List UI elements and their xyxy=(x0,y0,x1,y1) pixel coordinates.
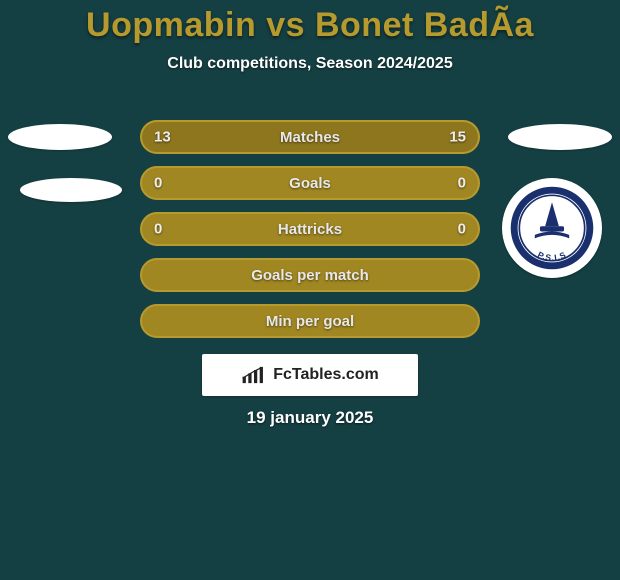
brand-text: FcTables.com xyxy=(273,366,379,384)
page-title: Uopmabin vs Bonet BadÃa xyxy=(0,0,620,45)
stat-value-right: 0 xyxy=(458,221,466,238)
player-left-club-placeholder xyxy=(20,178,122,202)
stat-value-left: 13 xyxy=(154,129,171,146)
stat-bar: Min per goal xyxy=(140,304,480,338)
stat-bar: 0 0 Hattricks xyxy=(140,212,480,246)
stat-bar: 0 0 Goals xyxy=(140,166,480,200)
comparison-card: Uopmabin vs Bonet BadÃa Club competition… xyxy=(0,0,620,580)
stat-label: Hattricks xyxy=(278,221,342,238)
brand-box: FcTables.com xyxy=(202,354,418,396)
player-right-photo-placeholder xyxy=(508,124,612,150)
player-left-photo-placeholder xyxy=(8,124,112,150)
stat-label: Goals xyxy=(289,175,331,192)
stat-bars: 13 15 Matches 0 0 Goals 0 0 Hattricks Goals per m… xyxy=(140,120,480,350)
psis-badge-icon: P.S.I.S xyxy=(509,185,595,271)
stat-label: Goals per match xyxy=(251,267,369,284)
bar-chart-icon xyxy=(241,364,267,386)
stat-value-left: 0 xyxy=(154,221,162,238)
player-right-club-badge: P.S.I.S xyxy=(502,178,602,278)
date-text: 19 january 2025 xyxy=(0,408,620,428)
stat-value-left: 0 xyxy=(154,175,162,192)
subtitle: Club competitions, Season 2024/2025 xyxy=(0,55,620,73)
stat-label: Min per goal xyxy=(266,313,354,330)
stat-bar: Goals per match xyxy=(140,258,480,292)
stat-label: Matches xyxy=(280,129,340,146)
stat-bar: 13 15 Matches xyxy=(140,120,480,154)
stat-value-right: 15 xyxy=(449,129,466,146)
stat-value-right: 0 xyxy=(458,175,466,192)
